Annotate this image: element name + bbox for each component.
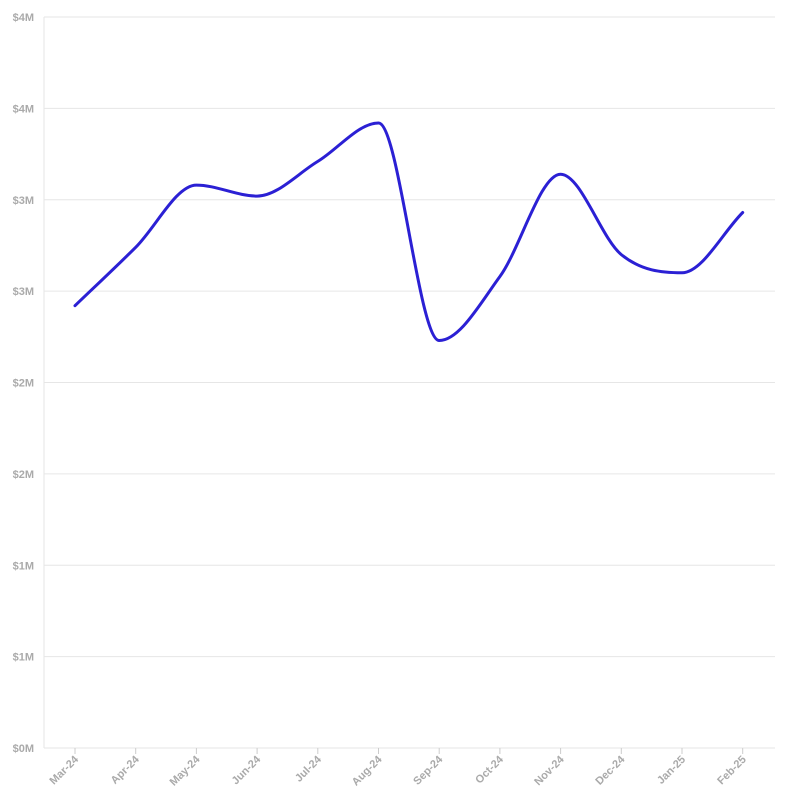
y-tick-label: $1M <box>13 652 34 664</box>
x-tick-label: May-24 <box>168 753 203 788</box>
y-tick-label: $4M <box>13 103 34 115</box>
series-layer <box>70 118 748 345</box>
data-point <box>556 169 566 179</box>
data-point <box>131 242 141 252</box>
data-point <box>677 268 687 278</box>
x-tick-label: Jun-24 <box>230 753 264 787</box>
data-point <box>738 208 748 218</box>
y-tick-label: $2M <box>13 469 34 481</box>
data-point <box>434 335 444 345</box>
data-point <box>616 250 626 260</box>
x-tick-label: Nov-24 <box>532 753 567 788</box>
y-tick-label: $4M <box>13 12 34 24</box>
data-point <box>70 301 80 311</box>
y-tick-label: $0M <box>13 743 34 755</box>
y-tick-label: $2M <box>13 378 34 390</box>
x-tick-label: Jul-24 <box>293 753 325 785</box>
x-tick-label: Sep-24 <box>411 753 446 788</box>
y-tick-label: $1M <box>13 560 34 572</box>
x-tick-label: Mar-24 <box>48 753 82 787</box>
x-tick-label: Feb-25 <box>715 754 749 788</box>
data-point <box>374 118 384 128</box>
x-tick-label: Aug-24 <box>350 753 385 788</box>
x-axis-tick-labels: Mar-24 Apr-24 May-24 Jun-24 Jul-24 Aug-24 Sep-… <box>48 753 749 788</box>
x-tick-label: Oct-24 <box>473 753 506 786</box>
x-tick-label: Dec-24 <box>593 753 628 788</box>
y-tick-label: $3M <box>13 286 34 298</box>
axis-layer <box>43 17 744 754</box>
grid-layer <box>44 16 775 749</box>
series-line <box>73 121 745 342</box>
data-point <box>313 156 323 166</box>
data-point <box>495 272 505 282</box>
x-tick-label: Apr-24 <box>109 753 143 787</box>
y-tick-label: $3M <box>13 195 34 207</box>
y-axis-tick-labels: $0M $1M $1M $2M $2M $3M $3M $4M $4M <box>13 12 34 755</box>
x-tick-label: Jan-25 <box>655 754 688 787</box>
data-point <box>191 180 201 190</box>
data-point <box>252 191 262 201</box>
